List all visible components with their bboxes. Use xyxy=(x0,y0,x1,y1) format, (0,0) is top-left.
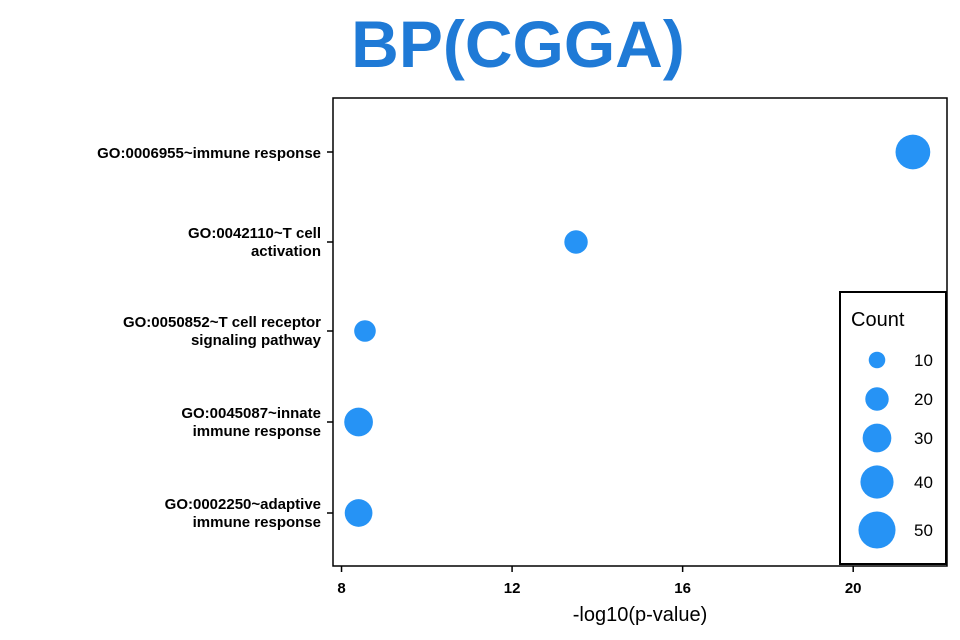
y-tick-label-line: GO:0002250~adaptive xyxy=(165,496,321,513)
y-tick-label-line: GO:0045087~innate xyxy=(181,405,321,422)
x-axis: 8 12 16 20 xyxy=(337,566,862,597)
x-tick-label: 8 xyxy=(337,580,345,597)
y-tick-label: GO:0042110~T cell activation xyxy=(188,225,321,260)
y-tick-label-line: GO:0006955~immune response xyxy=(97,145,321,162)
data-point xyxy=(564,230,588,254)
legend-label: 40 xyxy=(914,473,933,492)
y-tick-label: GO:0045087~innate immune response xyxy=(181,405,321,440)
legend-label: 10 xyxy=(914,351,933,370)
data-points xyxy=(344,134,931,527)
x-tick-label: 12 xyxy=(504,580,521,597)
legend-size-key xyxy=(860,465,894,499)
y-tick-label: GO:0002250~adaptive immune response xyxy=(165,496,321,531)
data-point xyxy=(344,499,373,527)
data-point xyxy=(895,134,931,170)
x-tick-label: 16 xyxy=(674,580,691,597)
legend-size-key xyxy=(868,351,886,369)
chart-title: BP(CGGA) xyxy=(351,7,685,81)
legend-label: 50 xyxy=(914,521,933,540)
legend-size-key xyxy=(865,387,889,411)
y-axis: GO:0006955~immune response GO:0042110~T c… xyxy=(97,145,333,531)
y-tick-label-line: activation xyxy=(251,243,321,260)
y-tick-label-line: signaling pathway xyxy=(191,332,322,349)
legend-size-key xyxy=(858,511,896,549)
legend-title: Count xyxy=(851,309,905,331)
y-tick-label-line: GO:0042110~T cell xyxy=(188,225,321,242)
legend-box xyxy=(839,291,947,565)
x-axis-title: -log10(p-value) xyxy=(573,604,708,626)
legend: Count 10 20 30 40 50 xyxy=(839,291,947,565)
legend-label: 20 xyxy=(914,390,933,409)
y-tick-label-line: GO:0050852~T cell receptor xyxy=(123,314,321,331)
data-point xyxy=(354,320,376,342)
y-tick-label-line: immune response xyxy=(193,423,321,440)
legend-size-key xyxy=(862,423,892,453)
y-tick-label-line: immune response xyxy=(193,514,321,531)
x-tick-label: 20 xyxy=(845,580,862,597)
y-tick-label: GO:0050852~T cell receptor signaling path… xyxy=(123,314,322,349)
y-tick-label: GO:0006955~immune response xyxy=(97,145,321,162)
legend-label: 30 xyxy=(914,429,933,448)
data-point xyxy=(344,407,373,437)
